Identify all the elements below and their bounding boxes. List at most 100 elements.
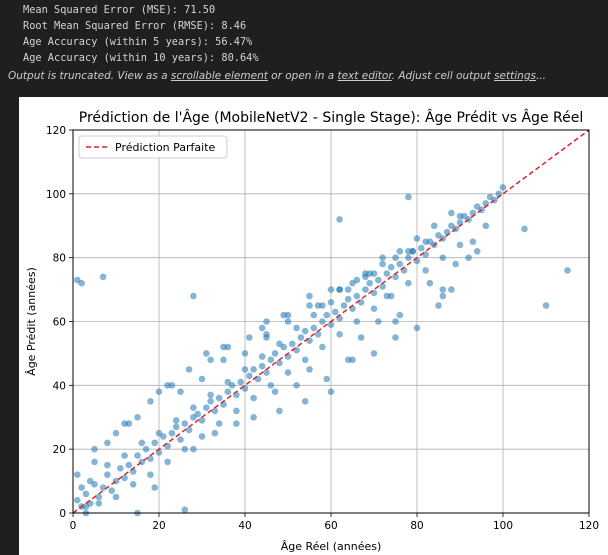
data-point (271, 388, 279, 396)
data-point (284, 318, 292, 325)
data-point (340, 302, 348, 309)
data-point (78, 484, 85, 491)
data-point (151, 439, 158, 447)
y-tick-label: 40 (53, 380, 66, 392)
data-point (104, 439, 111, 447)
data-point (383, 292, 391, 300)
data-point (344, 295, 352, 303)
data-point (344, 286, 352, 293)
data-point (314, 331, 322, 338)
data-point (181, 445, 189, 453)
data-point (211, 407, 219, 415)
data-point (138, 439, 146, 447)
data-point (258, 324, 266, 332)
data-point (336, 216, 343, 223)
data-point (448, 209, 455, 217)
data-point (91, 445, 98, 453)
data-point (375, 318, 382, 325)
data-point (190, 445, 197, 453)
data-point (203, 404, 210, 412)
truncation-middle-2: . Adjust cell output (391, 70, 495, 82)
data-point (181, 420, 189, 427)
x-tick-label: 100 (493, 520, 513, 532)
data-point (306, 292, 313, 300)
data-point (207, 398, 214, 405)
data-point (362, 286, 369, 293)
data-point (409, 248, 417, 255)
data-point (439, 292, 447, 300)
data-point (121, 420, 128, 427)
data-point (396, 248, 404, 255)
data-point (74, 496, 81, 504)
data-point (258, 362, 266, 370)
data-point (396, 260, 404, 268)
perfect-prediction-line (72, 129, 590, 514)
x-tick-label: 20 (152, 520, 165, 532)
data-point (74, 471, 81, 479)
y-tick-label: 0 (59, 508, 66, 520)
text-editor-link[interactable]: text editor (337, 70, 392, 82)
data-point (379, 283, 386, 290)
data-point (117, 465, 124, 472)
data-point (319, 318, 326, 325)
y-axis-label: Âge Prédit (années) (25, 267, 38, 376)
data-point (241, 350, 249, 357)
data-point (314, 302, 322, 309)
settings-link[interactable]: settings (494, 70, 536, 82)
data-point (293, 382, 300, 389)
y-tick-label: 120 (46, 125, 66, 137)
data-point (542, 302, 550, 309)
data-point (177, 436, 184, 443)
data-point (263, 318, 270, 325)
data-point (177, 388, 184, 396)
data-point (108, 487, 115, 495)
data-point (258, 353, 266, 360)
data-point (95, 493, 103, 501)
data-point (78, 279, 85, 287)
data-point (323, 311, 331, 319)
data-point (370, 350, 378, 357)
data-point (383, 270, 391, 277)
y-tick-label: 80 (53, 253, 66, 265)
data-point (353, 276, 361, 284)
data-point (82, 503, 90, 510)
truncation-notice: Output is truncated. View as a scrollabl… (8, 70, 546, 82)
data-point (246, 372, 253, 380)
data-point (366, 270, 374, 277)
data-point (185, 366, 193, 373)
x-tick-label: 60 (324, 520, 337, 532)
data-point (211, 429, 219, 437)
data-point (99, 273, 107, 281)
data-point (327, 388, 335, 396)
data-point (267, 382, 275, 389)
data-point (422, 238, 429, 245)
scrollable-element-link[interactable]: scrollable element (170, 70, 268, 82)
data-point (129, 481, 137, 488)
data-point (181, 506, 189, 514)
data-point (280, 311, 288, 319)
legend-entry-perfect-prediction: Prédiction Parfaite (115, 141, 216, 154)
data-point (121, 452, 128, 459)
data-point (469, 238, 477, 245)
data-point (276, 407, 283, 415)
data-point (284, 369, 292, 376)
scatter-chart: Prédiction de l'Âge (MobileNetV2 - Singl… (25, 108, 599, 553)
x-tick-label: 0 (70, 520, 77, 532)
x-tick-label: 120 (579, 520, 599, 532)
data-point (271, 350, 279, 357)
data-point (220, 356, 227, 364)
data-point (207, 356, 214, 364)
data-point (396, 311, 404, 319)
data-point (413, 324, 421, 332)
data-point (430, 222, 438, 230)
data-point (405, 279, 412, 287)
data-point (198, 375, 206, 383)
data-point (336, 286, 343, 293)
data-point (91, 458, 98, 466)
data-point (190, 404, 197, 412)
data-point (155, 388, 163, 396)
data-point (82, 490, 90, 498)
data-point (310, 324, 318, 332)
data-point (164, 382, 171, 389)
data-point (198, 433, 206, 440)
